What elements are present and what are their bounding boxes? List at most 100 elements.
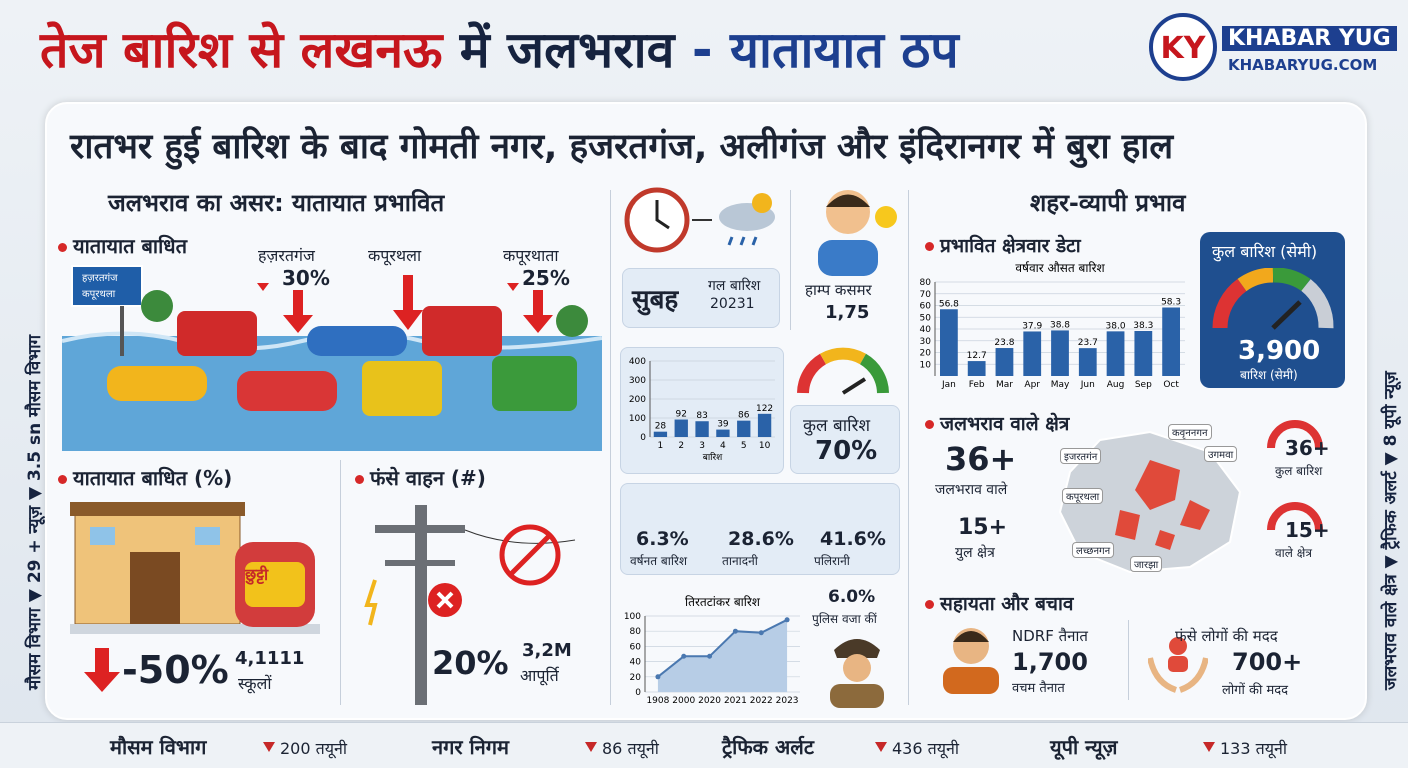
gauge-value: 15+ [1285, 518, 1330, 542]
data-label: 38.0 [1106, 321, 1126, 331]
shape [70, 624, 320, 634]
x-axis-label: बारिश [703, 451, 723, 463]
x-tick-label: 2000 [672, 696, 695, 706]
supply-value: 3,2M [522, 640, 572, 661]
gauge-value: 36+ [1285, 436, 1330, 460]
x-tick-label: 2020 [698, 696, 721, 706]
mini-gauge [1267, 502, 1323, 531]
bar [1162, 307, 1180, 376]
gauge [797, 347, 889, 395]
label: फंसे वाहन (#) [355, 464, 486, 491]
x-tick-label: 4 [720, 441, 726, 451]
bar [940, 309, 958, 376]
shape [177, 311, 257, 356]
map-label: लच्छनगन [1072, 542, 1115, 558]
data-label: 38.3 [1133, 321, 1153, 331]
title-part: तेज बारिश से लखनऊ [40, 21, 443, 79]
ticker-name: नगर निगम [432, 735, 510, 759]
shape [415, 505, 427, 705]
y-tick-label: 100 [629, 414, 646, 424]
shape [107, 366, 207, 401]
point [758, 630, 764, 636]
title-part: में जलभराव [459, 21, 675, 79]
shape [556, 305, 588, 337]
shape [523, 290, 553, 333]
title-red: तेज बारिश से लखनऊ में जलभराव - यातायात ठ… [40, 14, 959, 82]
shape [507, 275, 519, 291]
city-map [1058, 430, 1242, 574]
y-tick-label: 60 [630, 642, 642, 652]
person-icon [818, 190, 897, 276]
school-count-label: स्कूलों [238, 674, 272, 693]
point [655, 674, 661, 680]
label: यातायात बाधित (%) [58, 464, 232, 491]
y-tick-label: 80 [920, 278, 932, 288]
gauge-label: कुल बारिश [1275, 464, 1323, 478]
flood-scene [62, 265, 602, 451]
shape [1301, 279, 1334, 329]
section-heading: शहर-व्यापी प्रभाव [1030, 189, 1186, 217]
y-tick-label: 0 [635, 688, 641, 698]
shape [834, 639, 880, 658]
shape [245, 562, 305, 607]
sign-text: कपूरथला [82, 289, 116, 300]
shape [307, 326, 407, 356]
label: सहायता और बचाव [925, 590, 1073, 616]
label: प्रभावित क्षेत्रवार डेटा [925, 232, 1081, 258]
shape [1237, 268, 1274, 292]
ticker-arrow [263, 742, 275, 752]
shape [818, 240, 878, 276]
data-label: 23.8 [994, 338, 1014, 348]
shape [436, 591, 454, 609]
callout-place: कपूरथला [368, 246, 422, 265]
ticker-arrow [1203, 742, 1215, 752]
map-label: कवृननगन [1168, 424, 1212, 440]
flood-value-label: जलभराव वाले [935, 482, 1008, 498]
rain-label: गल बारिश [708, 278, 761, 294]
x-tick-label: Oct [1163, 380, 1179, 390]
bar [757, 413, 772, 437]
shape [1149, 13, 1217, 81]
data-label: 86 [738, 411, 750, 421]
ticker-arrow [585, 742, 597, 752]
logo-name: KHABAR YUG [1222, 26, 1397, 51]
point [784, 617, 790, 623]
chart-card [620, 347, 784, 474]
divider [1128, 620, 1129, 700]
x-tick-label: 2022 [750, 696, 773, 706]
police-icon [830, 639, 884, 708]
gauge [1212, 268, 1334, 330]
shape [1115, 510, 1140, 540]
x-tick-label: 2021 [724, 696, 747, 706]
pole-illustration [364, 505, 576, 705]
time-label: सुबह [632, 285, 679, 315]
map-label: इजरतगंन [1060, 448, 1102, 464]
ticker-count: 133 तयूनी [1220, 739, 1288, 758]
mini-gauge [1267, 420, 1323, 449]
monthly-bar-chart: वर्षवार औसत बारिश1020304050607080Jan56.8… [920, 261, 1185, 390]
logo-badge: KY [1149, 13, 1217, 81]
x-tick-label: Sep [1135, 380, 1152, 390]
shape [1212, 278, 1247, 329]
divider [340, 460, 341, 705]
shape [1135, 460, 1180, 510]
data-label: 92 [676, 410, 687, 420]
y-tick-label: 40 [630, 658, 642, 668]
callout-place: हज़रतगंज [258, 246, 315, 265]
y-tick-label: 100 [624, 612, 641, 622]
x-tick-label: 10 [759, 441, 771, 451]
shape [953, 631, 989, 642]
x-tick-label: May [1051, 380, 1070, 390]
y-tick-label: 50 [920, 313, 932, 323]
shape [257, 275, 269, 291]
rain-year: 20231 [710, 296, 755, 312]
sign-text: हज़रतगंज [82, 273, 118, 284]
time-box [622, 268, 780, 328]
shape [752, 193, 772, 213]
subtitle: रातभर हुई बारिश के बाद गोमती नगर, हजरतगं… [70, 127, 1174, 167]
ndrf-label: वचम तैनात [1012, 681, 1065, 696]
shape [859, 353, 889, 394]
ticker-count: 200 तयूनी [280, 739, 348, 758]
shape [843, 654, 871, 682]
